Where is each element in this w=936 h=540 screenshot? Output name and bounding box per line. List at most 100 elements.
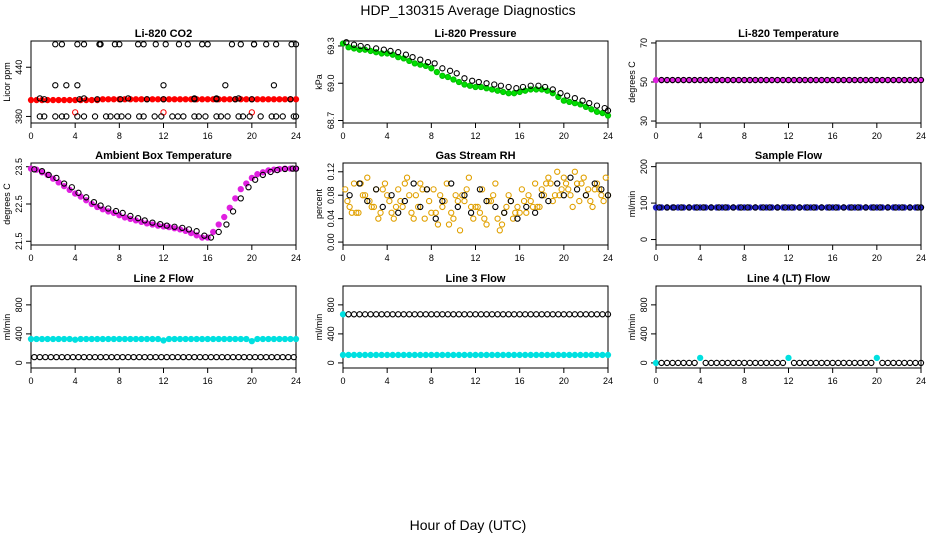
data-point <box>670 204 677 211</box>
x-tick-label: 16 <box>203 253 213 263</box>
data-point <box>604 192 612 199</box>
y-tick-label: 21.5 <box>14 233 24 251</box>
data-point <box>118 113 125 120</box>
data-point <box>571 95 579 102</box>
x-tick-label: 24 <box>291 376 301 386</box>
data-point <box>832 204 840 211</box>
data-point <box>350 351 358 359</box>
panel-title: Line 2 Flow <box>134 273 194 285</box>
data-point <box>873 354 880 361</box>
y-tick-label: 0 <box>639 237 649 242</box>
data-point <box>49 335 57 343</box>
data-point <box>525 192 532 199</box>
panel-title: Li-820 Pressure <box>435 28 517 40</box>
x-tick-label: 4 <box>385 376 390 386</box>
data-point <box>217 113 225 120</box>
data-point <box>560 174 567 181</box>
x-tick-label: 4 <box>698 131 703 141</box>
data-point <box>474 203 481 211</box>
data-point <box>105 205 112 212</box>
data-point <box>75 189 82 196</box>
data-point <box>563 92 571 99</box>
data-point <box>235 95 242 102</box>
data-point <box>463 186 470 193</box>
data-point <box>423 186 431 193</box>
data-point <box>884 204 892 211</box>
data-point <box>276 96 283 103</box>
data-point <box>149 219 156 226</box>
data-point <box>267 168 274 176</box>
data-point <box>263 41 270 48</box>
data-point <box>658 359 665 367</box>
data-point <box>154 335 162 343</box>
data-point <box>846 359 853 367</box>
data-point <box>88 335 95 343</box>
data-point <box>163 222 170 229</box>
figure-title: HDP_130315 Average Diagnostics <box>360 2 576 18</box>
data-point <box>213 96 220 103</box>
data-point <box>127 335 134 343</box>
data-point <box>58 113 66 120</box>
data-point <box>223 221 230 228</box>
data-point <box>187 335 195 343</box>
data-point <box>829 359 836 367</box>
data-point <box>534 203 541 211</box>
data-point <box>840 204 847 211</box>
data-point <box>138 96 145 103</box>
data-point <box>240 353 248 361</box>
data-point <box>289 165 296 172</box>
x-tick-label: 0 <box>653 131 658 141</box>
data-point <box>494 215 501 222</box>
data-point <box>533 311 540 318</box>
data-point <box>138 335 145 343</box>
data-point <box>514 215 521 222</box>
data-point <box>428 351 435 359</box>
data-point <box>453 70 460 77</box>
data-point <box>593 311 601 318</box>
data-point <box>424 58 432 66</box>
data-point <box>207 353 215 361</box>
data-point <box>175 41 183 48</box>
data-point <box>250 41 258 48</box>
data-point <box>461 192 468 199</box>
x-tick-label: 8 <box>742 376 747 386</box>
x-tick-label: 20 <box>247 131 257 141</box>
data-point <box>433 351 441 359</box>
data-point <box>796 204 803 211</box>
data-point <box>685 204 693 211</box>
data-point <box>204 41 211 48</box>
data-point <box>496 227 503 234</box>
data-point <box>117 96 124 103</box>
data-point <box>573 180 581 187</box>
x-tick-label: 16 <box>515 376 525 386</box>
data-point <box>488 311 496 318</box>
panel-li-820-temperature: Li-820 Temperature degrees C 0 4 8 12 16 20 24 30… <box>627 28 926 141</box>
plot-frame <box>30 40 297 124</box>
data-point <box>213 353 220 361</box>
data-point <box>520 197 528 205</box>
data-point <box>448 209 455 216</box>
panel-title: Ambient Box Temperature <box>95 150 232 162</box>
data-point <box>105 96 112 103</box>
data-point <box>274 166 281 174</box>
x-axis-label: Hour of Day (UTC) <box>409 517 527 533</box>
data-point <box>499 311 507 318</box>
y-axis-label: Licor ppm <box>2 62 12 102</box>
data-point <box>554 180 561 187</box>
data-point <box>785 354 792 361</box>
data-point <box>558 186 565 193</box>
data-point <box>179 224 186 232</box>
data-point <box>215 335 222 343</box>
data-point <box>343 39 350 46</box>
data-point <box>80 95 88 102</box>
data-point <box>412 192 420 199</box>
data-point <box>693 204 701 211</box>
data-point <box>551 192 559 199</box>
data-point <box>384 311 391 318</box>
data-point <box>102 113 110 120</box>
data-point <box>917 359 925 367</box>
x-tick-label: 8 <box>742 131 747 141</box>
data-point <box>196 353 204 361</box>
data-point <box>83 194 90 201</box>
data-point <box>350 311 358 318</box>
